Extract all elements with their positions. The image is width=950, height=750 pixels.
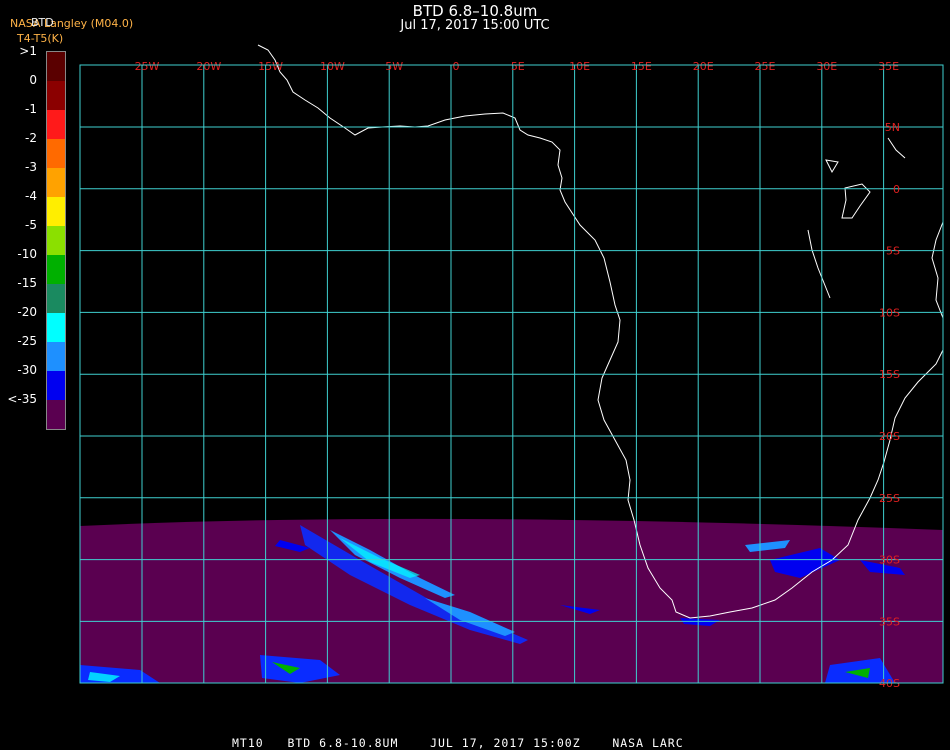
legend-tick-label: -10 [17, 247, 37, 261]
longitude-label: 15E [631, 60, 652, 73]
latitude-label: 25S [879, 492, 900, 505]
legend-tick-label: -15 [17, 276, 37, 290]
legend-swatch [47, 284, 65, 313]
legend-swatch [47, 168, 65, 197]
longitude-label: 25E [755, 60, 776, 73]
legend-swatch [47, 197, 65, 226]
latitude-label: 5S [886, 245, 900, 258]
longitude-label: 20E [693, 60, 714, 73]
latitude-label: 10S [879, 306, 900, 319]
legend-swatch [47, 342, 65, 371]
lat-lon-grid [80, 65, 943, 683]
legend-swatch [47, 400, 65, 429]
legend-swatch [47, 139, 65, 168]
legend-tick-label: -25 [17, 334, 37, 348]
legend-source: NASA Langley (M04.0) [10, 17, 134, 30]
longitude-label: 15W [258, 60, 283, 73]
legend-swatch [47, 110, 65, 139]
longitude-label: 5W [385, 60, 403, 73]
legend-swatch [47, 255, 65, 284]
legend-tick-label: -5 [25, 218, 37, 232]
longitude-label: 25W [135, 60, 160, 73]
legend-swatch [47, 371, 65, 400]
legend-tick-label: -4 [25, 189, 37, 203]
latitude-label: 30S [879, 554, 900, 567]
longitude-label: 20W [196, 60, 221, 73]
legend-units: T4-T5(K) [17, 32, 64, 45]
longitude-label: 35E [878, 60, 899, 73]
latitude-label: 20S [879, 430, 900, 443]
legend-tick-label: <-35 [7, 392, 37, 406]
map-frame [79, 64, 944, 684]
legend-tick-label: -30 [17, 363, 37, 377]
legend-swatch [47, 81, 65, 110]
legend-tick-label: >1 [19, 44, 37, 58]
cloud-features [80, 525, 905, 683]
latitude-label: 35S [879, 615, 900, 628]
btd-data-field [80, 518, 943, 683]
legend-tick-label: 0 [29, 73, 37, 87]
latitude-label: 0 [893, 183, 900, 196]
legend-tick-label: -2 [25, 131, 37, 145]
legend-swatch [47, 313, 65, 342]
longitude-label: 0 [453, 60, 460, 73]
legend-swatch [47, 52, 65, 81]
footer-caption: MT10 BTD 6.8-10.8UM JUL 17, 2017 15:00Z … [232, 736, 684, 750]
legend-tick-label: -3 [25, 160, 37, 174]
color-legend [46, 51, 66, 430]
map-timestamp: Jul 17, 2017 15:00 UTC [400, 18, 550, 33]
longitude-label: 10W [320, 60, 345, 73]
latitude-label: 5N [885, 121, 900, 134]
latitude-label: 15S [879, 368, 900, 381]
longitude-label: 5E [511, 60, 525, 73]
legend-header: BTD [31, 16, 54, 29]
longitude-label: 10E [569, 60, 590, 73]
legend-tick-label: -20 [17, 305, 37, 319]
longitude-labels: 25W 20W 15W 10W 5W 0 5E 10E 15E 20E 25E 30E 35E [135, 60, 900, 73]
map-title: BTD 6.8–10.8um [412, 2, 538, 20]
longitude-label: 30E [816, 60, 837, 73]
legend-tick-label: -1 [25, 102, 37, 116]
legend-swatch [47, 226, 65, 255]
